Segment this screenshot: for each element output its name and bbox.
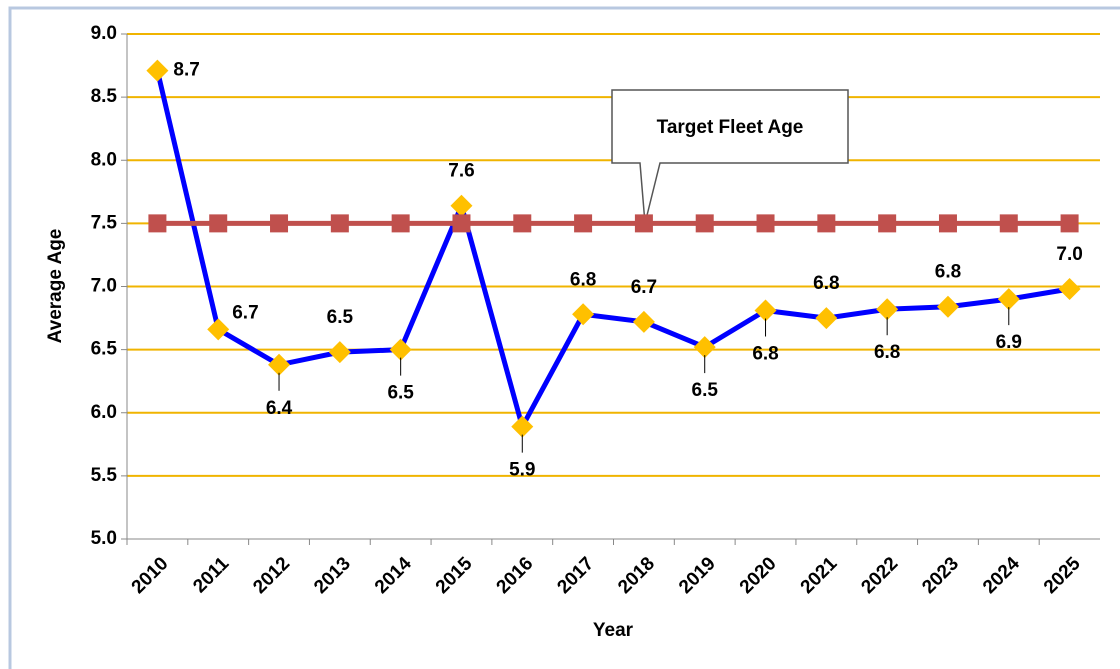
series-line xyxy=(154,70,1070,434)
marker xyxy=(207,318,230,341)
y-tick-label: 5.5 xyxy=(91,465,118,486)
data-label: 6.7 xyxy=(631,277,657,298)
marker xyxy=(815,307,838,330)
x-tick-label: 2016 xyxy=(493,553,538,598)
x-tick-label: 2012 xyxy=(249,553,294,598)
data-label: 5.9 xyxy=(509,460,535,481)
data-label: 7.6 xyxy=(448,161,474,182)
marker xyxy=(999,214,1018,233)
y-tick-label: 8.0 xyxy=(91,149,117,170)
marker xyxy=(1058,278,1081,301)
marker xyxy=(572,303,595,326)
marker xyxy=(270,214,289,233)
marker xyxy=(695,214,714,233)
x-axis-title: Year xyxy=(593,620,634,641)
y-axis-title: Average Age xyxy=(45,229,66,344)
marker xyxy=(452,214,471,233)
x-tick-label: 2022 xyxy=(857,553,902,598)
x-tick-label: 2018 xyxy=(614,553,659,598)
marker xyxy=(391,214,410,233)
marker xyxy=(878,214,897,233)
frame xyxy=(8,6,1120,669)
data-label: 6.5 xyxy=(387,383,414,404)
marker xyxy=(328,341,351,364)
x-tick-label: 2014 xyxy=(371,553,416,598)
data-label: 6.4 xyxy=(266,398,293,419)
marker xyxy=(756,214,775,233)
y-tick-label: 9.0 xyxy=(91,23,117,44)
x-tick-label: 2024 xyxy=(979,553,1024,598)
y-tick-label: 7.5 xyxy=(91,212,118,233)
x-tick-label: 2017 xyxy=(553,553,598,598)
data-label: 7.0 xyxy=(1056,244,1082,265)
marker xyxy=(513,214,532,233)
marker xyxy=(817,214,836,233)
marker xyxy=(511,415,534,438)
data-label: 8.7 xyxy=(173,60,199,81)
marker xyxy=(754,299,777,322)
y-tick-label: 8.5 xyxy=(91,86,118,107)
x-tick-label: 2019 xyxy=(675,553,720,598)
data-label: 6.8 xyxy=(874,342,900,363)
marker xyxy=(148,214,167,233)
data-label: 6.5 xyxy=(327,307,354,328)
x-tick-label: 2025 xyxy=(1040,553,1085,598)
marker xyxy=(146,59,169,82)
data-label: 6.8 xyxy=(813,273,839,294)
data-label: 6.8 xyxy=(570,269,596,290)
marker xyxy=(330,214,349,233)
marker xyxy=(268,353,291,376)
marker xyxy=(450,194,473,217)
marker xyxy=(389,338,412,361)
x-tick-label: 2020 xyxy=(736,553,781,598)
marker xyxy=(936,295,959,318)
marker xyxy=(1060,214,1079,233)
x-tick-label: 2021 xyxy=(797,553,842,598)
x-tick-label: 2013 xyxy=(310,553,355,598)
x-tick-label: 2015 xyxy=(432,553,477,598)
x-tick-label: 2023 xyxy=(918,553,963,598)
marker xyxy=(997,288,1020,311)
x-tick-label: 2010 xyxy=(128,553,173,598)
y-tick-label: 7.0 xyxy=(91,276,117,297)
annotation: Target Fleet Age xyxy=(657,117,804,138)
marker xyxy=(693,336,716,359)
y-tick-label: 6.5 xyxy=(91,339,118,360)
marker xyxy=(938,214,957,233)
marker xyxy=(634,214,653,233)
marker xyxy=(209,214,228,233)
data-label: 6.8 xyxy=(935,262,961,283)
marker xyxy=(632,310,655,333)
marker xyxy=(574,214,593,233)
data-label: 6.7 xyxy=(232,302,258,323)
callout xyxy=(611,89,849,224)
data-label: 6.8 xyxy=(752,344,778,365)
x-tick-label: 2011 xyxy=(189,553,233,597)
data-label: 6.5 xyxy=(692,380,719,401)
marker xyxy=(876,298,899,321)
y-tick-label: 5.0 xyxy=(91,528,117,549)
y-tick-label: 6.0 xyxy=(91,402,117,423)
data-label: 6.9 xyxy=(996,332,1022,353)
